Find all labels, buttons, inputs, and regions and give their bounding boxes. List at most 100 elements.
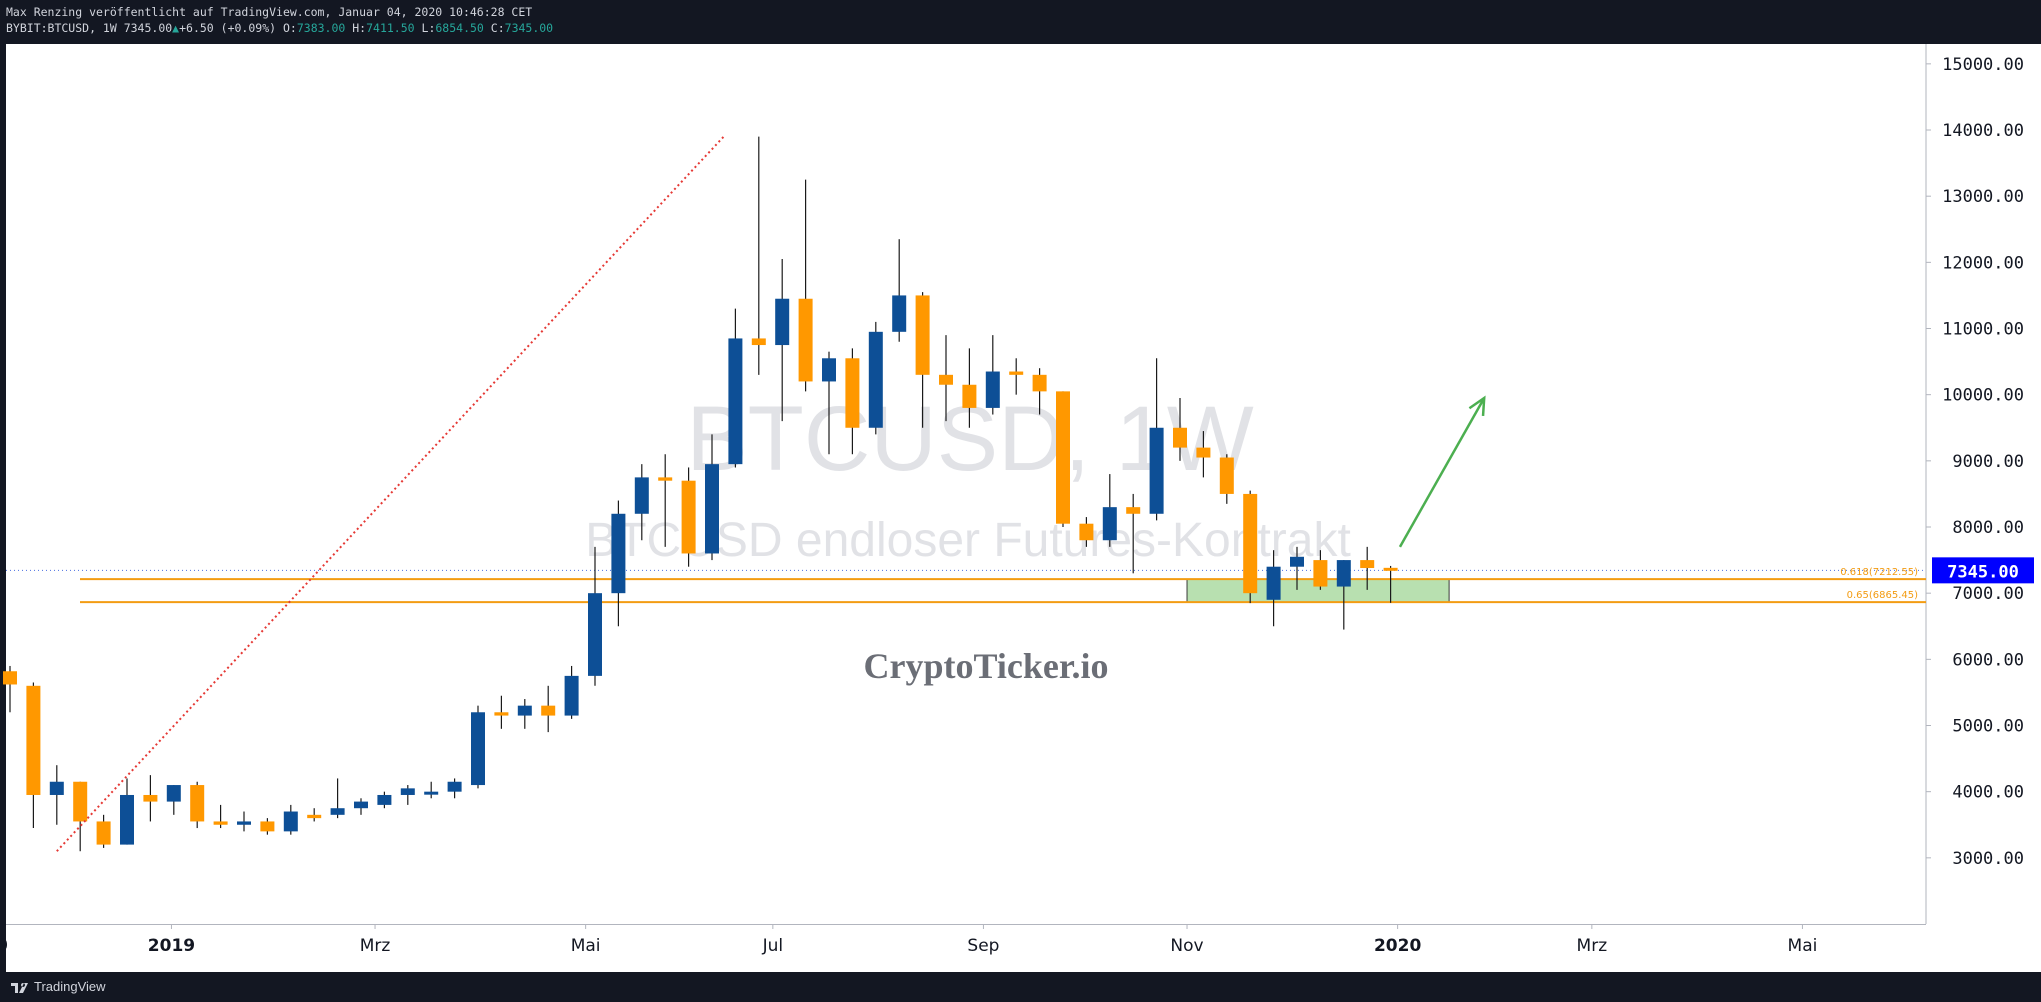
candle-body xyxy=(330,808,345,815)
candle-body xyxy=(1056,391,1070,524)
plot-area[interactable] xyxy=(6,44,1926,924)
open-label: O: xyxy=(282,21,297,35)
y-tick-label: 13000.00 xyxy=(1942,187,2024,207)
candle-body xyxy=(845,358,860,428)
x-tick-labels: 19 2019 Mrz Mai Jul Sep Nov 2020 Mrz Mai xyxy=(0,924,1817,956)
candle-body xyxy=(985,371,1000,408)
candle-body xyxy=(213,821,228,825)
candle-body xyxy=(471,712,485,786)
y-tick-label: 11000.00 xyxy=(1942,320,2024,340)
candle-body xyxy=(517,705,532,716)
y-tick-label: 10000.00 xyxy=(1942,386,2024,406)
candle-body xyxy=(1173,427,1187,448)
x-tick-label: Jul xyxy=(762,936,784,956)
candles-layer xyxy=(3,136,1398,852)
candle-body xyxy=(868,331,883,428)
close-label: C: xyxy=(490,21,505,35)
x-tick-label: 2020 xyxy=(1374,936,1421,956)
high-value: 7411.50 xyxy=(366,21,415,35)
low-label: L: xyxy=(421,21,436,35)
candle-body xyxy=(1219,457,1234,494)
x-tick-label: Mrz xyxy=(360,936,391,956)
symbol-line: BYBIT:BTCUSD, 1W 7345.00 xyxy=(6,21,173,35)
candle-body xyxy=(283,811,298,832)
y-tick-label: 3000.00 xyxy=(1952,849,2024,869)
candle-body xyxy=(424,791,439,795)
y-tick-label: 7000.00 xyxy=(1952,584,2024,604)
candle-body xyxy=(377,794,392,805)
price-axis[interactable] xyxy=(1926,44,2041,972)
fib-level-label: 0.65(6865.45) xyxy=(1847,590,1919,601)
candle-body xyxy=(1149,427,1164,514)
candle-body xyxy=(1360,560,1375,569)
candle-body xyxy=(143,794,158,802)
candle-body xyxy=(892,295,907,332)
open-value: 7383.00 xyxy=(296,21,346,35)
x-tick-label: Nov xyxy=(1170,936,1203,956)
candle-body xyxy=(822,358,836,382)
candle-body xyxy=(494,712,509,716)
candle-body xyxy=(705,464,719,554)
current-price-label: 7345.00 xyxy=(1947,562,2019,582)
overlay-layer: 7345.00 xyxy=(56,135,2034,852)
candle-body xyxy=(939,374,953,385)
candle-body xyxy=(681,480,696,554)
candle-body xyxy=(1032,374,1047,392)
y-tick-labels: 15000.00 14000.00 13000.00 12000.00 11000.00… xyxy=(1926,55,2024,869)
candle-body xyxy=(1079,523,1094,541)
candle-body xyxy=(1266,566,1281,600)
low-value: 6854.50 xyxy=(435,21,484,35)
x-tick-label: 19 xyxy=(0,936,8,956)
footer-bar: TradingView xyxy=(0,972,2041,1002)
candle-body xyxy=(260,821,275,832)
candle-body xyxy=(1243,493,1258,594)
candle-body xyxy=(307,814,322,819)
candle-body xyxy=(237,821,251,825)
close-value: 7345.00 xyxy=(504,21,554,35)
candle-body xyxy=(120,794,134,845)
candle-body xyxy=(798,298,813,382)
candle-body xyxy=(658,477,673,481)
candle-body xyxy=(49,781,64,795)
x-tick-label: Sep xyxy=(967,936,999,956)
candle-body xyxy=(588,593,602,676)
candle-body xyxy=(775,298,790,346)
candle-body xyxy=(728,338,743,465)
candle-body xyxy=(3,671,17,685)
high-label: H: xyxy=(352,21,367,35)
candle-body xyxy=(1009,371,1024,375)
candle-body xyxy=(447,781,462,792)
candle-body xyxy=(400,788,415,795)
candle-body xyxy=(962,384,977,408)
time-axis[interactable] xyxy=(6,924,1926,973)
annotation-layer: 0.618(7212.55) 0.65(6865.45) xyxy=(6,567,1926,604)
up-arrow-icon: ▲ xyxy=(172,21,180,35)
candle-body xyxy=(1196,447,1211,458)
y-tick-label: 15000.00 xyxy=(1942,55,2024,75)
x-tick-label: Mai xyxy=(1788,936,1818,956)
fib-level-label: 0.618(7212.55) xyxy=(1840,567,1918,578)
candle-body xyxy=(751,338,766,346)
x-tick-label: 2019 xyxy=(148,936,195,956)
projection-arrow-shaft xyxy=(1398,397,1486,548)
candle-body xyxy=(190,785,205,822)
candle-body xyxy=(96,821,111,845)
x-tick-label: Mrz xyxy=(1577,936,1608,956)
candle-body xyxy=(634,477,649,514)
candle-body xyxy=(354,801,368,809)
chart-header: Max Renzing veröffentlicht auf TradingVi… xyxy=(6,4,553,36)
candle-body xyxy=(1290,556,1304,567)
tradingview-brand[interactable]: TradingView xyxy=(34,979,106,994)
candle-body xyxy=(73,781,88,822)
y-tick-label: 9000.00 xyxy=(1952,452,2024,472)
candle-body xyxy=(1102,507,1117,541)
candle-body xyxy=(1313,560,1328,587)
y-tick-label: 14000.00 xyxy=(1942,121,2024,141)
current-price-tag xyxy=(1932,557,2034,584)
y-tick-label: 8000.00 xyxy=(1952,518,2024,538)
candle-body xyxy=(915,295,930,375)
watermark-site: CryptoTicker.io xyxy=(863,646,1108,686)
tradingview-logo-icon[interactable] xyxy=(10,980,30,994)
price-change: +6.50 (+0.09%) xyxy=(179,21,277,35)
